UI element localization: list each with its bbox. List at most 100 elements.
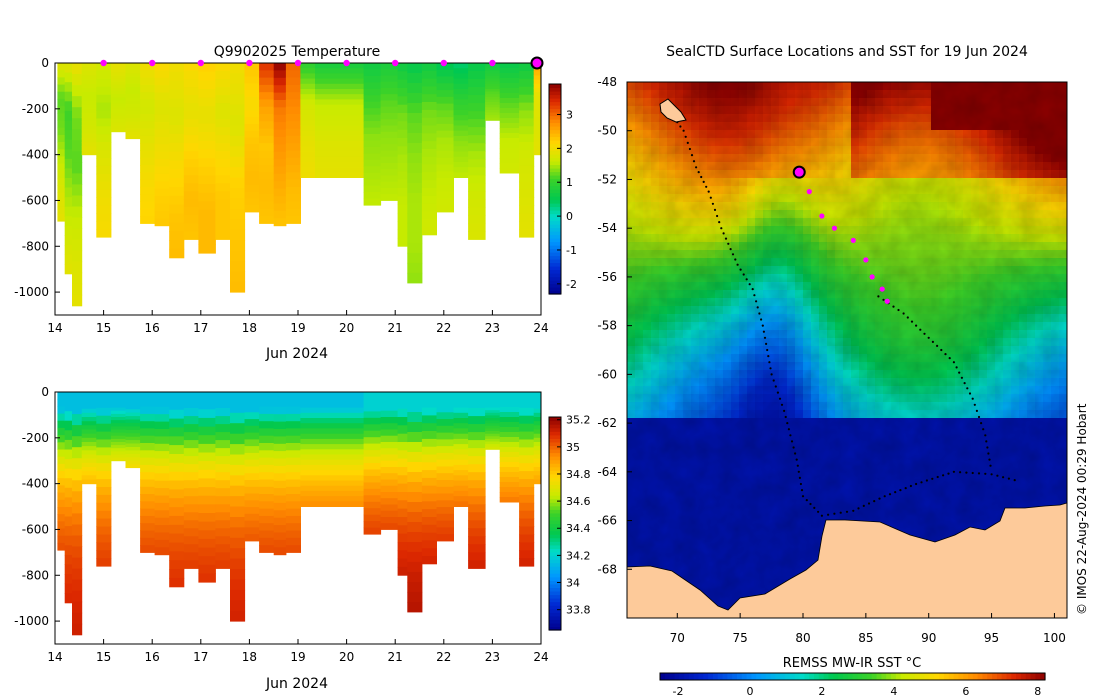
- profile-cell: [436, 69, 454, 78]
- profile-cell: [397, 196, 408, 206]
- profile-cell: [533, 71, 541, 76]
- profile-cell: [453, 78, 469, 85]
- profile-cell: [273, 480, 287, 489]
- profile-cell: [96, 439, 112, 448]
- colorbar-swatch: [549, 587, 561, 592]
- colorbar-swatch: [549, 498, 561, 503]
- profile-cell: [285, 77, 301, 86]
- profile-cell: [169, 222, 185, 232]
- profile-cell: [110, 81, 126, 86]
- profile-cell: [533, 142, 541, 147]
- profile-cell: [421, 94, 437, 103]
- profile-cell: [72, 129, 83, 141]
- profile-cell: [230, 485, 246, 497]
- profile-cell: [64, 516, 73, 527]
- profile-cell: [468, 496, 486, 505]
- profile-cell: [300, 135, 316, 142]
- colorbar-swatch: [549, 168, 561, 173]
- x-tick-label: 23: [485, 650, 500, 664]
- profile-cell: [110, 426, 126, 430]
- profile-cell: [198, 564, 216, 574]
- profile-cell: [72, 623, 83, 636]
- profile-cell: [169, 195, 185, 206]
- profile-cell: [363, 508, 382, 516]
- profile-cell: [215, 63, 231, 72]
- profile-cell: [380, 175, 399, 183]
- x-tick-label: 24: [533, 321, 548, 335]
- profile-cell: [140, 545, 156, 553]
- profile-cell: [57, 399, 66, 407]
- profile-cell: [259, 457, 275, 466]
- profile-cell: [198, 495, 216, 505]
- profile-cell: [468, 424, 486, 433]
- profile-cell: [244, 205, 260, 213]
- profile-cell: [468, 79, 486, 88]
- profile-cell: [259, 150, 275, 159]
- profile-cell: [57, 178, 66, 186]
- profile-cell: [273, 392, 287, 400]
- profile-cell: [96, 399, 112, 409]
- profile-cell: [125, 409, 141, 414]
- x-tick-label: 17: [193, 650, 208, 664]
- profile-cell: [380, 81, 399, 89]
- profile-cell: [57, 514, 66, 522]
- profile-cell: [519, 197, 535, 206]
- profile-cell: [273, 203, 287, 212]
- dive-marker: [392, 59, 399, 67]
- profile-cell: [96, 534, 112, 543]
- profile-cell: [244, 198, 260, 206]
- profile-cell: [96, 110, 112, 119]
- profile-cell: [96, 197, 112, 206]
- colorbar-swatch: [549, 555, 561, 560]
- profile-cell: [499, 63, 520, 69]
- dive-marker: [246, 59, 253, 67]
- profile-cell: [499, 103, 520, 109]
- profile-cell: [285, 92, 301, 100]
- profile-cell: [300, 433, 316, 440]
- profile-cell: [198, 504, 216, 514]
- profile-cell: [110, 106, 126, 111]
- profile-cell: [230, 610, 246, 622]
- profile-cell: [81, 79, 97, 85]
- profile-cell: [273, 547, 287, 556]
- colorbar-swatch: [549, 154, 561, 159]
- colorbar-swatch: [549, 530, 561, 535]
- profile-cell: [315, 480, 365, 487]
- profile-cell: [110, 97, 126, 101]
- profile-cell: [259, 486, 275, 495]
- profile-cell: [519, 205, 535, 214]
- colorbar-swatch: [549, 266, 561, 271]
- profile-cell: [198, 114, 216, 124]
- profile-cell: [533, 425, 541, 430]
- profile-cell: [499, 68, 520, 74]
- profile-cell: [64, 72, 73, 83]
- profile-cell: [72, 491, 83, 503]
- profile-cell: [259, 399, 275, 408]
- profile-cell: [183, 496, 199, 505]
- profile-cell: [485, 412, 501, 416]
- profile-cell: [397, 63, 408, 72]
- profile-cell: [140, 421, 156, 429]
- profile-cell: [154, 166, 170, 175]
- colorbar-swatch: [549, 217, 561, 222]
- profile-cell: [140, 515, 156, 524]
- colorbar-tick-label: 34: [566, 577, 580, 590]
- profile-cell: [169, 116, 185, 126]
- profile-cell: [380, 504, 399, 512]
- profile-cell: [407, 222, 423, 234]
- profile-cell: [57, 77, 66, 86]
- profile-cell: [273, 107, 287, 116]
- profile-cell: [468, 231, 486, 240]
- profile-cell: [397, 237, 408, 247]
- profile-cell: [468, 175, 486, 184]
- profile-cell: [407, 402, 423, 413]
- profile-cell: [499, 467, 520, 473]
- profile-cell: [397, 179, 408, 189]
- profile-cell: [273, 144, 287, 153]
- profile-cell: [169, 133, 185, 144]
- x-tick-label: 21: [388, 321, 403, 335]
- profile-cell: [154, 218, 170, 227]
- profile-cell: [363, 82, 382, 90]
- profile-cell: [315, 459, 365, 466]
- profile-cell: [125, 450, 141, 455]
